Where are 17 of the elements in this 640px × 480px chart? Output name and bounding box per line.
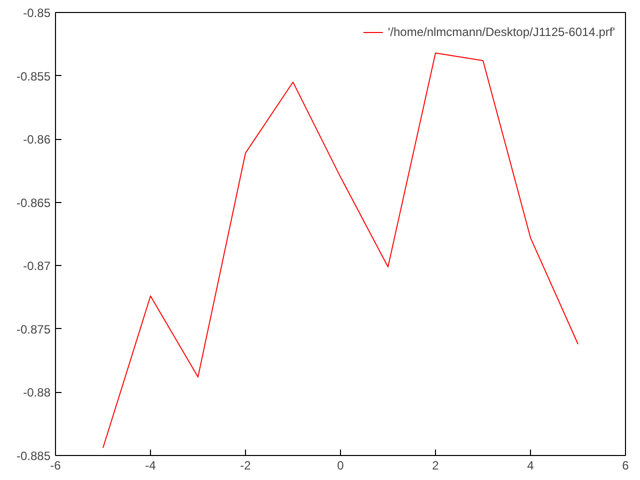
y-tick-label: -0.86: [23, 132, 51, 147]
legend-label: '/home/nlmcmann/Desktop/J1125-6014.prf': [388, 25, 615, 39]
line-series: [102, 52, 578, 448]
y-tick-label: -0.88: [23, 386, 51, 400]
y-tick-label: -0.855: [16, 69, 51, 84]
x-tick-label: 6: [622, 458, 630, 472]
y-tick-label: -0.87: [23, 259, 51, 274]
y-tick-label: -0.885: [16, 449, 51, 463]
y-tick-label: -0.875: [16, 322, 51, 336]
x-tick-label: -4: [145, 458, 156, 472]
x-tick-label: 0: [337, 458, 344, 472]
x-tick-label: 2: [432, 458, 440, 472]
x-tick-label: -2: [240, 458, 252, 472]
x-tick-label: -6: [50, 458, 62, 472]
y-tick-label: -0.85: [23, 6, 51, 20]
y-tick-label: -0.865: [16, 196, 51, 210]
x-tick-label: 4: [527, 458, 534, 472]
